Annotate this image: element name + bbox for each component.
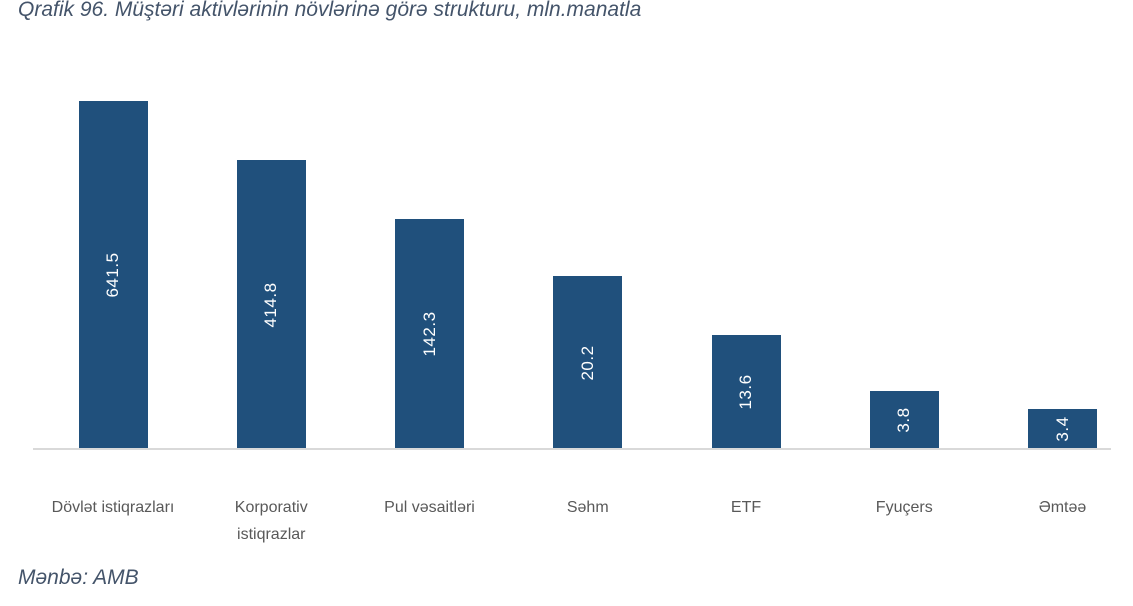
category-label: Fyuçers xyxy=(875,499,933,516)
bar: 3.8 xyxy=(869,391,939,449)
bar-value-label: 20.2 xyxy=(577,344,597,381)
chart-title: Qrafik 96. Müştəri aktivlərinin növlərin… xyxy=(18,0,642,21)
bar: 20.2 xyxy=(553,276,623,449)
category-label: Əmtəə xyxy=(1038,499,1087,516)
bar-value-label: 3.8 xyxy=(894,407,914,433)
bar-value-label: 641.5 xyxy=(103,252,122,298)
bar-value-label: 142.3 xyxy=(419,311,439,357)
category-label: ETF xyxy=(730,499,762,516)
bar-value-label: 414.8 xyxy=(261,281,281,328)
bar-value-label: 13.6 xyxy=(736,374,755,410)
x-axis-line xyxy=(33,448,1111,450)
category-label: Pul vəsaitləri xyxy=(384,499,475,516)
bar-value-label: 3.4 xyxy=(1052,416,1072,442)
source-note: Mənbə: AMB xyxy=(18,566,139,589)
bar: 3.4 xyxy=(1028,409,1097,449)
bar: 641.5 xyxy=(78,101,148,449)
category-label: Korporativ istiqrazlar xyxy=(234,499,308,543)
bar: 142.3 xyxy=(395,219,464,449)
category-label: Dövlət istiqrazları xyxy=(51,499,175,516)
bar: 414.8 xyxy=(236,160,306,449)
category-label: Səhm xyxy=(566,499,609,516)
bar: 13.6 xyxy=(711,335,781,449)
